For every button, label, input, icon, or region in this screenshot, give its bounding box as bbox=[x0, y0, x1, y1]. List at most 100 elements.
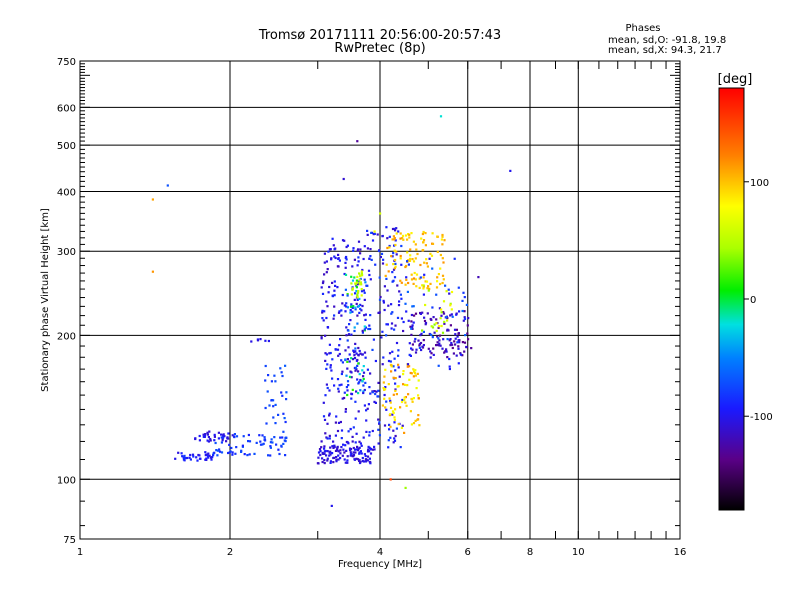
scatter-point bbox=[397, 354, 400, 357]
scatter-point bbox=[354, 417, 357, 420]
scatter-point bbox=[431, 326, 435, 329]
scatter-point bbox=[359, 352, 362, 355]
scatter-point bbox=[284, 364, 287, 367]
scatter-point bbox=[440, 308, 443, 311]
scatter-point bbox=[189, 458, 192, 461]
scatter-point bbox=[338, 384, 341, 387]
scatter-point bbox=[457, 362, 460, 365]
scatter-point bbox=[218, 448, 221, 451]
scatter-point bbox=[319, 453, 322, 457]
scatter-point bbox=[425, 280, 429, 283]
scatter-point bbox=[233, 435, 236, 438]
scatter-point bbox=[411, 305, 414, 308]
scatter-point bbox=[425, 258, 428, 261]
scatter-point bbox=[436, 280, 439, 283]
scatter-point bbox=[347, 430, 350, 433]
scatter-point bbox=[325, 454, 328, 457]
scatter-point bbox=[242, 435, 245, 438]
scatter-point bbox=[358, 451, 361, 454]
scatter-point bbox=[363, 453, 366, 456]
x-tick-label: 10 bbox=[572, 547, 585, 558]
scatter-point bbox=[339, 452, 342, 455]
scatter-point bbox=[334, 421, 337, 424]
scatter-point bbox=[355, 448, 358, 451]
scatter-point bbox=[350, 275, 353, 278]
scatter-point bbox=[368, 446, 371, 449]
scatter-point bbox=[274, 422, 277, 425]
scatter-point bbox=[385, 277, 388, 280]
scatter-point bbox=[339, 420, 342, 424]
scatter-point bbox=[463, 341, 467, 344]
scatter-point bbox=[448, 365, 451, 368]
y-tick-label: 200 bbox=[57, 331, 76, 342]
scatter-point bbox=[378, 422, 381, 425]
scatter-point bbox=[463, 310, 466, 313]
scatter-point bbox=[392, 235, 395, 238]
scatter-point bbox=[408, 353, 411, 356]
scatter-point bbox=[433, 331, 436, 334]
scatter-point bbox=[457, 339, 460, 342]
scatter-point bbox=[346, 358, 349, 361]
scatter-point bbox=[340, 383, 343, 386]
scatter-point bbox=[421, 311, 424, 314]
scatter-point bbox=[369, 248, 372, 251]
scatter-point bbox=[209, 437, 212, 441]
scatter-point bbox=[454, 333, 457, 336]
scatter-point bbox=[397, 349, 400, 352]
scatter-point bbox=[364, 313, 367, 316]
scatter-point bbox=[398, 375, 401, 378]
scatter-point bbox=[410, 327, 413, 330]
scatter-point bbox=[406, 365, 409, 368]
scatter-point bbox=[273, 436, 276, 439]
scatter-point bbox=[352, 249, 355, 252]
scatter-point bbox=[429, 350, 432, 353]
scatter-point bbox=[377, 389, 380, 392]
scatter-point bbox=[410, 347, 413, 350]
scatter-point bbox=[381, 235, 384, 238]
scatter-point bbox=[457, 347, 460, 350]
scatter-point bbox=[381, 262, 385, 265]
scatter-point bbox=[283, 417, 286, 420]
scatter-point bbox=[411, 324, 414, 327]
scatter-point bbox=[189, 453, 192, 457]
scatter-point bbox=[360, 290, 364, 293]
scatter-point bbox=[151, 270, 154, 273]
scatter-point bbox=[350, 371, 353, 374]
scatter-point bbox=[345, 302, 348, 305]
scatter-point bbox=[194, 437, 197, 441]
scatter-point bbox=[247, 440, 250, 443]
scatter-point bbox=[426, 287, 429, 290]
scatter-point bbox=[328, 389, 331, 392]
scatter-point bbox=[448, 292, 451, 295]
scatter-point bbox=[353, 276, 356, 279]
scatter-point bbox=[207, 456, 210, 459]
scatter-point bbox=[277, 413, 280, 416]
scatter-point bbox=[395, 227, 398, 230]
scatter-point bbox=[352, 446, 355, 450]
scatter-point bbox=[388, 246, 391, 249]
scatter-point bbox=[335, 458, 338, 461]
scatter-point bbox=[354, 342, 357, 345]
scatter-point bbox=[359, 274, 362, 277]
x-tick-label: 8 bbox=[527, 547, 533, 558]
scatter-point bbox=[415, 387, 418, 390]
scatter-point bbox=[324, 394, 327, 397]
scatter-point bbox=[366, 247, 369, 250]
scatter-point bbox=[421, 284, 424, 287]
scatter-point bbox=[458, 310, 461, 313]
scatter-point bbox=[442, 311, 445, 314]
scatter-point bbox=[422, 293, 425, 296]
scatter-point bbox=[350, 293, 353, 296]
scatter-point bbox=[215, 449, 218, 452]
scatter-point bbox=[425, 262, 428, 265]
scatter-point bbox=[355, 286, 358, 289]
scatter-point bbox=[355, 359, 358, 362]
scatter-point bbox=[344, 288, 347, 291]
scatter-point bbox=[343, 391, 346, 394]
scatter-point bbox=[325, 260, 328, 263]
scatter-point bbox=[429, 252, 432, 255]
scatter-point bbox=[387, 359, 391, 363]
scatter-point bbox=[405, 278, 408, 281]
scatter-point bbox=[421, 232, 424, 236]
scatter-point bbox=[394, 369, 397, 372]
